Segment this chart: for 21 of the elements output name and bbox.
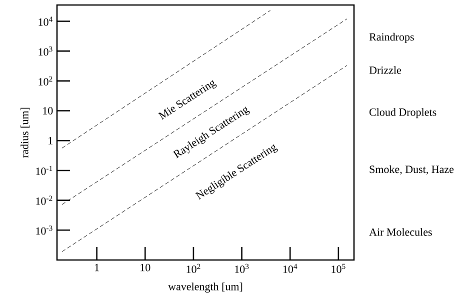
text: Air Molecules xyxy=(369,228,432,236)
y-tick-label: 10$^{4}$ xyxy=(38,16,53,26)
y-tick-label: 10$^{3}$ xyxy=(38,46,52,56)
y-tick-label: 1 xyxy=(48,136,52,144)
x-tick-label: 10$^{4}$ xyxy=(283,264,298,274)
y-tick-label: 10$^{-3}$ xyxy=(36,226,52,235)
y-tick-label: 10$^{-2}$ xyxy=(36,196,52,205)
x-tick-label: 10 xyxy=(140,264,150,272)
text: Drizzle xyxy=(369,66,402,74)
y-tick-label: 10 xyxy=(43,107,53,114)
y-tick-label: 10$^{2}$ xyxy=(38,76,52,86)
y-axis-title: radius [um] xyxy=(20,108,30,158)
x-tick-label: 10$^{5}$ xyxy=(332,264,346,273)
x-tick-label: 10$^{3}$ xyxy=(235,264,249,274)
text: Raindrops xyxy=(369,32,414,43)
text: Cloud Droplets xyxy=(370,108,436,118)
text: Smoke, Dust, Haze xyxy=(370,165,454,175)
x-axis-title: wavelength [um] xyxy=(168,282,242,293)
x-tick-label: 1 xyxy=(95,264,99,272)
y-tick-label: 10$^{-1}$ xyxy=(36,166,52,176)
x-tick-label: 10$^{2}$ xyxy=(186,264,200,274)
